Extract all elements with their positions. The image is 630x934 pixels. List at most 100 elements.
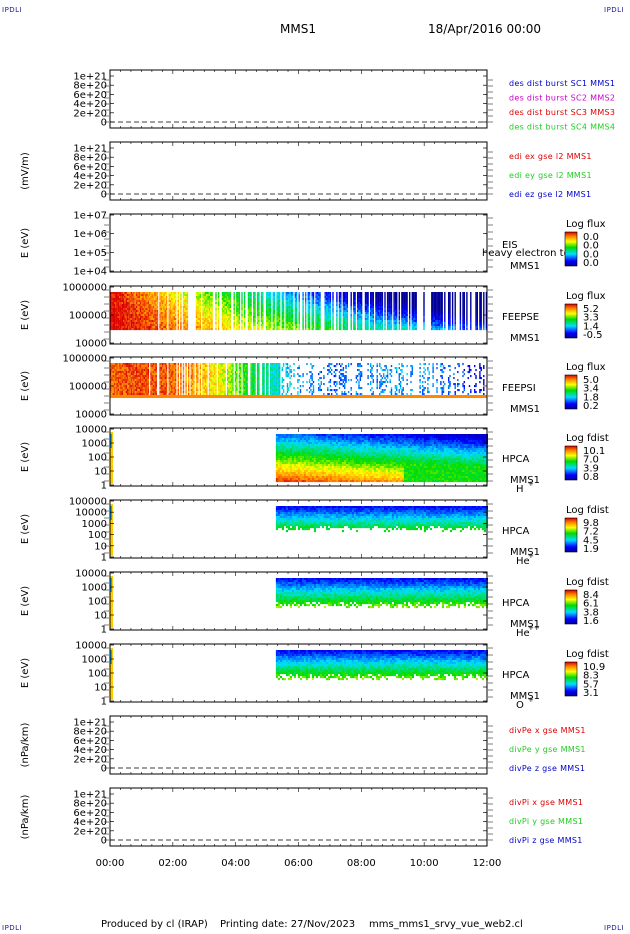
spectrogram-cell	[145, 312, 147, 315]
spectrogram-cell	[236, 312, 238, 315]
spectrogram-cell	[172, 312, 174, 315]
spectrogram-cell	[454, 310, 456, 313]
spectrogram-cell	[152, 328, 155, 331]
spectrogram-cell	[168, 308, 170, 311]
spectrogram-cell	[315, 304, 317, 307]
spectrogram-cell	[115, 365, 117, 368]
spectrogram-cell	[444, 322, 446, 325]
spectrogram-cell	[253, 328, 255, 331]
spectrogram-cell	[150, 322, 152, 325]
spectrogram-cell	[357, 304, 359, 307]
spectrogram-cell	[202, 322, 204, 325]
spectrogram-cell	[233, 294, 235, 297]
spectrogram-cell	[307, 318, 309, 321]
spectrogram-cell	[336, 322, 338, 325]
spectrogram-cell	[241, 318, 243, 321]
spectrogram-cell	[411, 326, 413, 329]
spectrogram-cell	[409, 306, 411, 309]
spectrogram-cell	[138, 391, 140, 394]
spectrogram-cell	[386, 308, 389, 311]
spectrogram-cell	[146, 318, 148, 321]
spectrogram-cell	[414, 310, 416, 313]
spectrogram-cell	[116, 308, 118, 311]
spectrogram-cell	[440, 306, 442, 309]
spectrogram-cell	[295, 316, 298, 319]
spectrogram-cell	[224, 312, 226, 315]
spectrogram-cell	[132, 312, 134, 315]
spectrogram-cell	[414, 326, 416, 329]
spectrogram-cell	[276, 300, 278, 303]
spectrogram-cell	[476, 312, 478, 315]
spectrogram-cell	[357, 328, 359, 331]
spectrogram-cell	[113, 314, 116, 317]
spectrogram-cell	[480, 324, 482, 327]
spectrogram-cell	[325, 318, 328, 321]
spectrogram-cell	[273, 294, 276, 297]
spectrogram-cell	[414, 320, 416, 323]
spectrogram-cell	[236, 298, 238, 301]
spectrogram-cell	[173, 320, 176, 323]
spectrogram-cell	[344, 328, 346, 331]
spectrogram-cell	[115, 387, 117, 390]
spectrogram-cell	[431, 314, 433, 317]
spectrogram-cell	[116, 296, 118, 299]
spectrogram-cell	[267, 300, 269, 303]
spectrogram-cell	[269, 302, 272, 305]
spectrogram-cell	[169, 373, 172, 376]
spectrogram-cell	[267, 326, 269, 329]
spectrogram-cell	[233, 318, 235, 321]
spectrogram-cell	[136, 379, 138, 382]
spectrogram-cell	[203, 296, 205, 299]
spectrogram-cell	[402, 308, 404, 311]
spectrogram-cell	[466, 328, 468, 331]
spectrogram-cell	[423, 296, 425, 299]
spectrogram-cell	[462, 318, 464, 321]
spectrogram-cell	[150, 304, 152, 307]
spectrogram-cell	[340, 294, 342, 297]
spectrogram-cell	[476, 298, 478, 301]
spectrogram-cell	[315, 306, 317, 309]
spectrogram-cell	[132, 328, 134, 331]
spectrogram-cell	[129, 393, 131, 396]
spectrogram-cell	[372, 318, 374, 321]
spectrogram-cell	[432, 318, 434, 321]
spectrogram-cell	[393, 304, 395, 307]
spectrogram-cell	[113, 326, 116, 329]
spectrogram-cell	[386, 314, 389, 317]
spectrogram-cell	[371, 300, 373, 303]
spectrogram-cell	[295, 318, 298, 321]
spectrogram-cell	[111, 377, 113, 380]
spectrogram-cell	[155, 381, 157, 384]
spectrogram-cell	[405, 318, 407, 321]
spectrogram-cell	[241, 296, 243, 299]
spectrogram-cell	[113, 387, 116, 390]
spectrogram-cell	[258, 294, 260, 297]
spectrogram-cell	[169, 308, 172, 311]
spectrogram-cell	[411, 298, 413, 301]
spectrogram-cell	[485, 302, 488, 305]
spectrogram-cell	[307, 304, 309, 307]
spectrogram-cell	[411, 296, 413, 299]
spectrogram-cell	[262, 312, 264, 315]
spectrogram-cell	[171, 298, 173, 301]
spectrogram-cell	[390, 292, 393, 295]
spectrogram-cell	[124, 367, 126, 370]
spectrogram-cell	[412, 292, 415, 295]
spectrogram-cell	[353, 316, 355, 319]
spectrogram-cell	[290, 322, 293, 325]
spectrogram-cell	[199, 302, 202, 305]
spectrogram-cell	[162, 306, 164, 309]
spectrogram-cell	[389, 320, 391, 323]
spectrogram-cell	[412, 328, 415, 331]
spectrogram-cell	[340, 312, 342, 315]
spectrogram-cell	[182, 298, 185, 301]
spectrogram-cell	[115, 328, 117, 331]
spectrogram-cell	[366, 322, 368, 325]
spectrogram-cell	[354, 310, 356, 313]
spectrogram-cell	[431, 318, 433, 321]
spectrogram-cell	[338, 294, 341, 297]
spectrogram-cell	[138, 371, 140, 374]
spectrogram-cell	[370, 320, 372, 323]
spectrogram-cell	[121, 306, 124, 309]
spectrogram-cell	[463, 296, 465, 299]
